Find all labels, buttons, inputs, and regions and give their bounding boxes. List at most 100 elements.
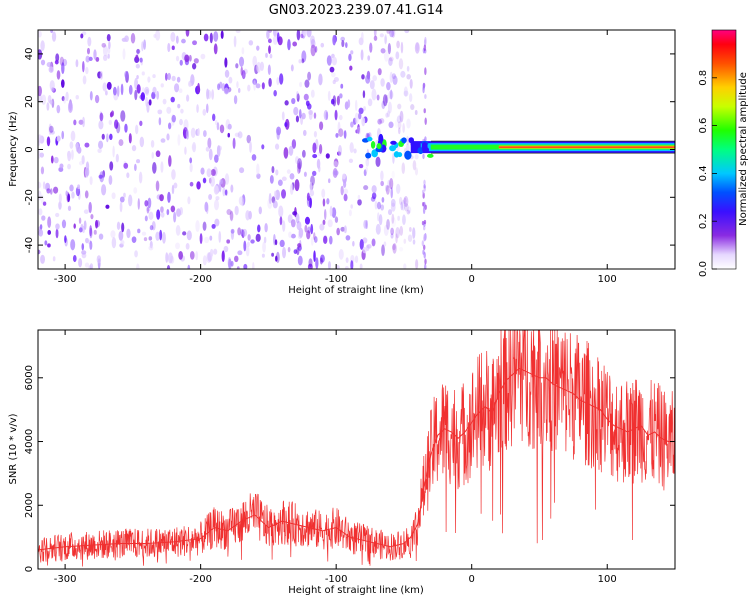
spectrogram-noise-blob	[135, 54, 139, 60]
spectrogram-noise-blob	[102, 54, 108, 61]
spectrogram-noise-blob	[306, 103, 312, 110]
spectrogram-noise-blob	[310, 89, 315, 98]
spectrogram-noise-blob	[81, 31, 87, 36]
spectrogram-noise-blob	[214, 154, 219, 163]
spectrogram-noise-blob	[40, 254, 45, 264]
spectrogram-noise-blob	[69, 141, 74, 149]
spectrogram-noise-blob	[139, 57, 143, 63]
spectrogram-noise-blob	[223, 87, 229, 95]
spectrogram-noise-blob	[369, 42, 373, 53]
spectrogram-noise-blob	[203, 130, 207, 137]
spectrogram-noise-blob	[38, 229, 44, 237]
spectrogram-noise-blob	[140, 92, 146, 102]
spectrogram-noise-blob	[387, 209, 393, 216]
spectrogram-noise-blob	[110, 230, 116, 239]
spectrogram-noise-blob	[46, 102, 50, 111]
spectrogram-noise-blob	[234, 205, 239, 216]
spectrogram-noise-blob	[108, 40, 111, 50]
spectrogram-noise-blob	[350, 50, 354, 55]
spectrogram-noise-blob	[343, 193, 348, 202]
spectrogram-noise-blob	[338, 249, 344, 260]
spectrogram-noise-blob	[406, 135, 409, 146]
spectrogram-noise-blob	[277, 179, 283, 186]
spectrogram-noise-blob	[98, 174, 103, 179]
spectrogram-noise-blob	[290, 64, 294, 72]
snr-frame	[37, 329, 676, 570]
spectrogram-noise-blob	[390, 202, 396, 212]
spectrogram-noise-blob	[111, 237, 117, 249]
spectrogram-noise-blob	[82, 75, 87, 85]
spectrogram-noise-blob	[167, 252, 173, 264]
spectrogram-noise-blob	[310, 44, 316, 57]
spectrogram-noise-blob	[299, 81, 303, 88]
spectrogram-noise-blob	[252, 261, 255, 269]
spectrogram-noise-blob	[296, 30, 301, 41]
spectrogram-noise-blob	[391, 30, 396, 38]
spectrogram-noise-blob	[171, 45, 175, 51]
spectrogram-noise-blob	[412, 160, 417, 171]
spectrogram-noise-blob	[340, 36, 346, 42]
spectrogram-noise-blob	[390, 187, 393, 199]
spectrogram-noise-blob	[55, 53, 60, 62]
spectrogram-noise-blob	[383, 241, 387, 247]
spectrogram-noise-blob	[279, 216, 283, 226]
spectrogram-noise-blob	[168, 155, 172, 167]
spectrogram-noise-blob	[250, 239, 255, 244]
spectrogram-noise-blob	[362, 90, 366, 99]
spectrogram-noise-blob	[423, 236, 426, 242]
spectrogram-noise-blob	[224, 69, 230, 78]
spectrogram-noise-blob	[128, 194, 133, 207]
spectrogram-noise-blob	[124, 123, 128, 133]
spectrogram-y-tick-label: 40	[24, 48, 35, 61]
colorbar-gradient	[711, 29, 737, 270]
spectrogram-noise-blob	[189, 181, 194, 187]
spectrogram-noise-blob	[415, 259, 419, 269]
spectrogram-noise-blob	[301, 149, 306, 158]
spectrogram-noise-blob	[344, 265, 349, 269]
spectrogram-noise-blob	[61, 96, 65, 102]
spectrogram-noise-blob	[322, 219, 326, 226]
spectrogram-noise-blob	[109, 161, 114, 171]
spectrogram-noise-blob	[134, 163, 137, 172]
snr-y-tick-label: 4000	[24, 429, 35, 454]
spectrogram-noise-blob	[396, 183, 401, 195]
spectrogram-noise-blob	[296, 246, 300, 256]
signal-blob	[401, 137, 407, 144]
spectrogram-noise-blob	[178, 88, 183, 94]
spectrogram-noise-blob	[397, 121, 402, 129]
spectrogram-noise-blob	[369, 80, 375, 90]
spectrogram-noise-blob	[119, 196, 125, 203]
snr-y-ticks: 0 2000 4000 6000	[24, 365, 675, 572]
signal-blob	[389, 145, 397, 152]
spectrogram-noise-blob	[300, 33, 304, 39]
spectrogram-noise-blob	[85, 167, 90, 177]
spectrogram-noise-blob	[88, 265, 92, 269]
spectrogram-noise-blob	[189, 163, 193, 173]
spectrogram-noise-blob	[282, 246, 287, 259]
spectrogram-noise-blob	[325, 153, 330, 159]
spectrogram-noise-blob	[343, 130, 347, 139]
spectrogram-noise-blob	[81, 155, 85, 165]
spectrogram-noise-blob	[182, 231, 187, 236]
spectrogram-noise-blob	[281, 176, 287, 182]
spectrogram-noise-blob	[380, 48, 386, 54]
spectrogram-noise-blob	[356, 126, 362, 135]
spectrogram-noise-blob	[323, 109, 329, 121]
spectrogram-noise-blob	[409, 226, 412, 232]
spectrogram-y-axis-label: Frequency (Hz)	[8, 111, 19, 187]
spectrogram-noise-blob	[56, 70, 61, 80]
colorbar-tick-label: 0.8	[698, 70, 709, 86]
spectrogram-noise-blob	[386, 82, 391, 91]
spectrogram-noise-blob	[407, 234, 413, 242]
spectrogram-noise-blob	[115, 153, 119, 163]
snr-y-tick-label: 6000	[24, 365, 35, 390]
spectrogram-noise-blob	[136, 49, 141, 54]
spectrogram-noise-blob	[318, 73, 323, 86]
spectrogram-noise-blob	[106, 33, 111, 42]
spectrogram-noise-blob	[149, 240, 153, 249]
spectrogram-noise-blob	[423, 108, 426, 114]
spectrogram-noise-blob	[387, 101, 392, 114]
spectrogram-noise-blob	[379, 118, 385, 124]
spectrogram-noise-blob	[109, 111, 113, 118]
spectrogram-noise-blob	[214, 119, 218, 126]
